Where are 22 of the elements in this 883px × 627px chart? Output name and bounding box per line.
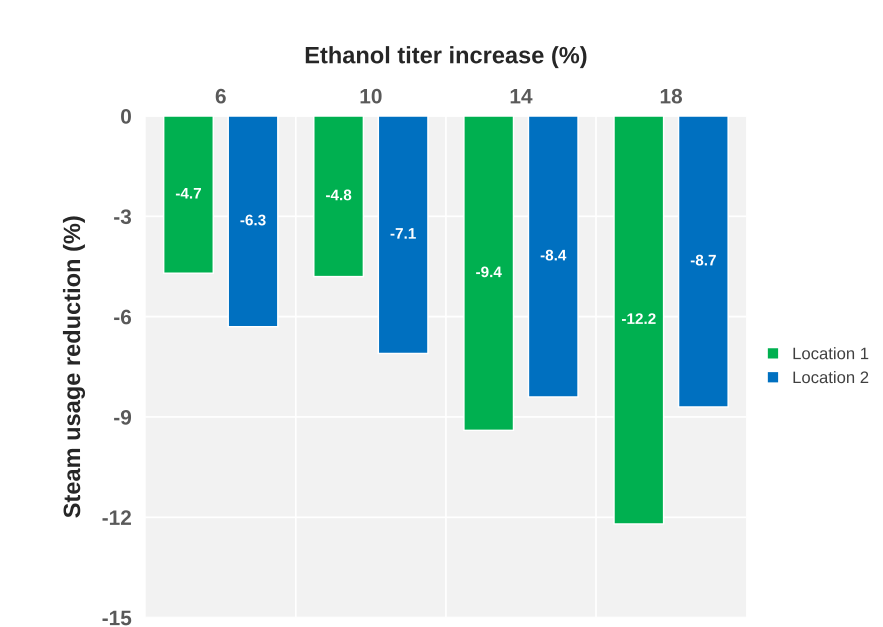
y-tick-label: -15 — [102, 610, 132, 626]
data-label: -9.4 — [476, 266, 502, 278]
x-tick-label: 18 — [660, 88, 682, 104]
y-tick-label: -6 — [114, 310, 132, 324]
y-tick-label: -9 — [114, 410, 132, 425]
x-axis-title: Ethanol titer increase (%) — [306, 46, 586, 68]
y-tick-label: -3 — [114, 209, 132, 224]
x-tick-label: 10 — [360, 88, 382, 104]
data-label: -4.8 — [326, 190, 352, 200]
data-label: -4.7 — [176, 188, 201, 199]
data-label: -6.3 — [240, 214, 266, 226]
data-label: -7.1 — [390, 228, 416, 239]
y-tick-label: 0 — [121, 108, 131, 124]
data-label: -8.4 — [540, 250, 566, 261]
legend-label: Location 1 — [794, 347, 868, 360]
x-tick-label: 6 — [216, 88, 226, 104]
data-label: -12.2 — [622, 313, 656, 324]
legend-label: Location 2 — [794, 370, 868, 384]
y-tick-label: -12 — [102, 510, 131, 525]
y-axis-title: Steam usage reduction (%) — [62, 216, 86, 518]
x-tick-label: 14 — [510, 89, 532, 104]
data-label: -8.7 — [690, 254, 716, 266]
